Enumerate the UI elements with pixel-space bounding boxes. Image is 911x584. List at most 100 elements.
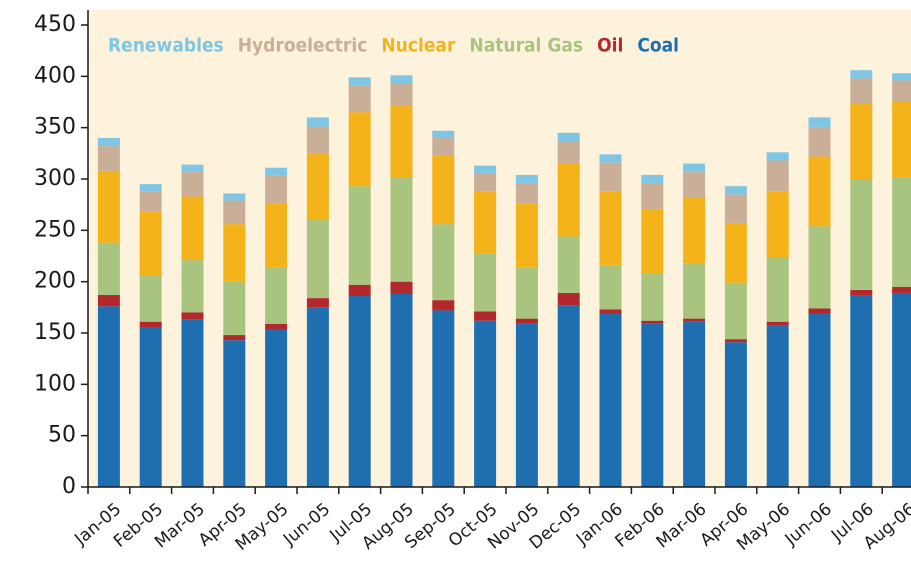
y-tick-label: 450 xyxy=(34,12,76,37)
bar-segment xyxy=(390,83,413,106)
bar-segment xyxy=(850,103,873,179)
legend-entry: Oil xyxy=(597,35,623,57)
bar-segment xyxy=(348,186,371,285)
bar-segment xyxy=(306,153,329,221)
y-tick-label: 150 xyxy=(34,320,76,345)
legend-entry: Nuclear xyxy=(381,35,456,57)
bar-segment xyxy=(641,183,664,209)
bar-segment xyxy=(892,286,911,293)
bar-segment xyxy=(808,313,831,487)
bar-segment xyxy=(766,321,789,326)
bar-segment xyxy=(265,267,288,324)
bar-segment xyxy=(557,292,580,306)
bar-segment xyxy=(390,293,413,487)
bar-segment xyxy=(515,323,538,487)
bar-segment xyxy=(641,208,664,274)
bar-segment xyxy=(306,220,329,299)
bar-segment xyxy=(265,329,288,487)
bar-segment xyxy=(683,263,706,319)
bar-segment xyxy=(390,281,413,294)
bar-segment xyxy=(139,275,162,322)
bar-segment xyxy=(892,292,911,487)
bar-segment xyxy=(474,311,497,321)
bar-segment xyxy=(683,171,706,198)
bar-segment xyxy=(515,267,538,319)
bar-segment xyxy=(515,203,538,268)
bar-segment xyxy=(724,194,747,224)
legend-entry: Renewables xyxy=(108,35,224,57)
bar-segment xyxy=(808,117,831,128)
legend-entry: Hydroelectric xyxy=(238,35,368,57)
bar-segment xyxy=(390,105,413,178)
legend-entry: Natural Gas xyxy=(469,35,583,57)
bar-segment xyxy=(641,320,664,324)
bar-segment xyxy=(223,281,246,336)
bar-segment xyxy=(557,236,580,293)
y-tick-label: 400 xyxy=(34,63,76,88)
bar-segment xyxy=(641,174,664,184)
bar-segment xyxy=(641,323,664,487)
y-tick-label: 350 xyxy=(34,115,76,140)
bar-segment xyxy=(557,305,580,487)
bar-segment xyxy=(515,318,538,324)
bar-segment xyxy=(557,132,580,142)
bar-segment xyxy=(474,253,497,312)
bar-segment xyxy=(850,70,873,79)
bar-segment xyxy=(306,298,329,308)
bar-segment xyxy=(223,200,246,225)
bar-segment xyxy=(808,226,831,309)
bar-segment xyxy=(641,273,664,321)
bar-segment xyxy=(892,80,911,102)
bar-segment xyxy=(474,191,497,254)
bar-segment xyxy=(223,335,246,341)
bar-segment xyxy=(766,257,789,322)
bar-segment xyxy=(223,340,246,487)
bar-segment xyxy=(432,155,455,225)
bar-segment xyxy=(265,175,288,204)
bar-segment xyxy=(850,295,873,487)
bar-segment xyxy=(808,127,831,157)
bar-segment xyxy=(97,170,120,243)
x-tick-label: Jun-05 xyxy=(279,499,334,550)
bar-segment xyxy=(306,117,329,127)
bar-segment xyxy=(97,137,120,147)
bar-segment xyxy=(223,193,246,201)
bar-segment xyxy=(390,75,413,84)
bar-segment xyxy=(599,191,622,266)
bar-segment xyxy=(683,321,706,487)
bar-segment xyxy=(766,160,789,192)
bar-segment xyxy=(599,154,622,163)
bar-segment xyxy=(724,342,747,487)
bar-segment xyxy=(265,203,288,268)
bar-segment xyxy=(139,191,162,212)
bar-segment xyxy=(348,296,371,487)
bar-segment xyxy=(515,174,538,184)
bar-segment xyxy=(724,223,747,283)
bar-segment xyxy=(808,156,831,227)
bar-segment xyxy=(557,163,580,237)
bar-segment xyxy=(348,77,371,86)
bar-segment xyxy=(139,184,162,192)
y-tick-label: 100 xyxy=(34,371,76,396)
y-tick-label: 0 xyxy=(62,474,76,499)
bar-segment xyxy=(766,152,789,161)
bar-segment xyxy=(97,295,120,307)
bar-segment xyxy=(306,126,329,154)
bar-segment xyxy=(683,318,706,322)
bar-segment xyxy=(181,319,204,487)
bar-segment xyxy=(181,171,204,197)
bar-segment xyxy=(599,162,622,192)
bar-segment xyxy=(432,137,455,156)
bar-segment xyxy=(432,310,455,487)
bar-segment xyxy=(181,260,204,313)
y-tick-label: 200 xyxy=(34,269,76,294)
bar-segment xyxy=(474,165,497,173)
bar-segment xyxy=(97,242,120,296)
bar-segment xyxy=(850,179,873,290)
bar-segment xyxy=(97,306,120,487)
y-tick-label: 300 xyxy=(34,166,76,191)
bar-segment xyxy=(850,289,873,296)
bar-segment xyxy=(348,85,371,113)
y-tick-label: 50 xyxy=(48,423,76,448)
